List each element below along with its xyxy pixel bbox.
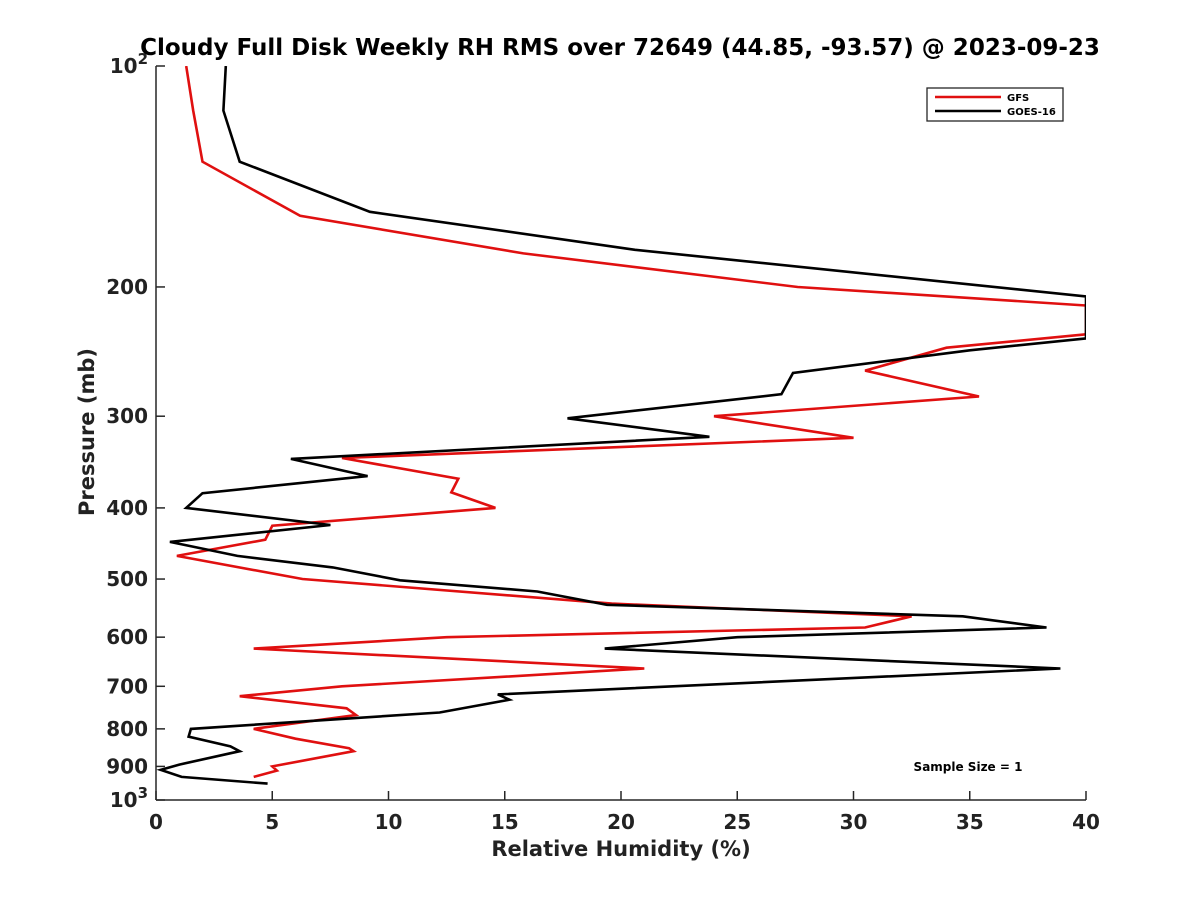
x-tick-label: 15 — [491, 810, 519, 834]
x-tick-label: 20 — [607, 810, 635, 834]
y-axis-label: Pressure (mb) — [75, 348, 99, 516]
x-tick-label: 30 — [840, 810, 868, 834]
y-axis: 102 200 300 400 500 600 700 800 900 103 — [106, 50, 165, 812]
legend-box — [926, 87, 1064, 122]
y-tick-label: 200 — [106, 275, 148, 299]
y-tick-label: 500 — [106, 567, 148, 591]
y-tick-label: 102 — [110, 50, 148, 78]
x-axis: 0 5 10 15 20 25 30 35 40 — [149, 791, 1100, 834]
series-line-goes-16 — [156, 66, 1086, 785]
y-tick-label: 700 — [106, 674, 148, 698]
x-tick-label: 5 — [265, 810, 279, 834]
legend: GFS GOES-16 — [926, 87, 1064, 122]
x-tick-label: 25 — [723, 810, 751, 834]
y-tick-label: 800 — [106, 717, 148, 741]
x-tick-label: 10 — [375, 810, 403, 834]
plot-area — [156, 66, 1086, 785]
chart-title: Cloudy Full Disk Weekly RH RMS over 7264… — [140, 35, 1100, 61]
y-tick-label: 900 — [106, 754, 148, 778]
y-tick-label: 103 — [110, 784, 148, 812]
y-tick-label: 400 — [106, 496, 148, 520]
y-tick-label: 600 — [106, 625, 148, 649]
series-line-gfs — [176, 66, 1086, 779]
x-tick-label: 35 — [956, 810, 984, 834]
legend-label: GFS — [1007, 93, 1029, 104]
x-tick-label: 40 — [1072, 810, 1100, 834]
x-axis-label: Relative Humidity (%) — [491, 837, 750, 861]
x-tick-label: 0 — [149, 810, 163, 834]
sample-size-annotation: Sample Size = 1 — [914, 760, 1023, 774]
legend-label: GOES-16 — [1007, 107, 1056, 118]
y-tick-label: 300 — [106, 404, 148, 428]
